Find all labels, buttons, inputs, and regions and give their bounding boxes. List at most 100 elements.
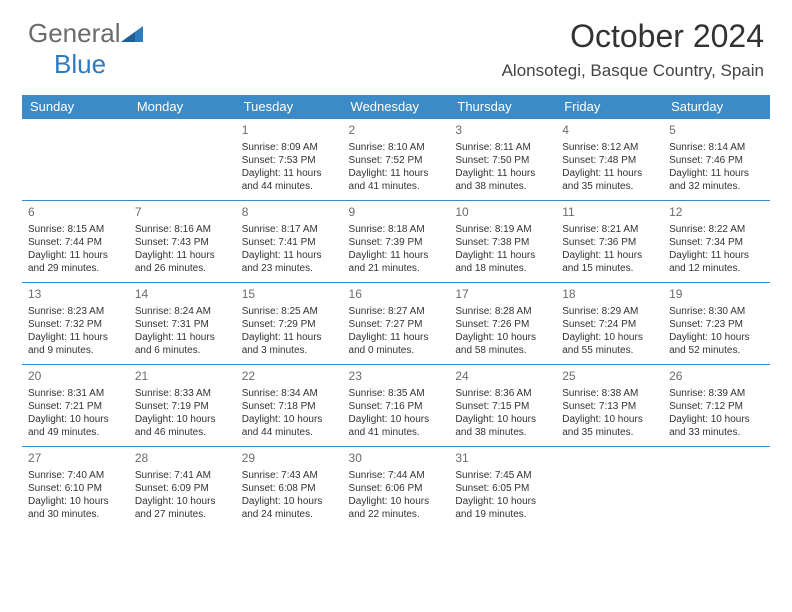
sunset-line: Sunset: 7:36 PM [562,236,657,249]
brand-logo: General Blue [28,18,143,80]
daylight-line: Daylight: 10 hours and 38 minutes. [455,413,550,439]
day-number: 25 [562,369,657,385]
sunset-line: Sunset: 7:52 PM [349,154,444,167]
sunrise-line: Sunrise: 8:19 AM [455,223,550,236]
daylight-line: Daylight: 10 hours and 30 minutes. [28,495,123,521]
daylight-line: Daylight: 11 hours and 26 minutes. [135,249,230,275]
day-cell: 3Sunrise: 8:11 AMSunset: 7:50 PMDaylight… [449,119,556,201]
day-cell: 19Sunrise: 8:30 AMSunset: 7:23 PMDayligh… [663,283,770,365]
sunrise-line: Sunrise: 8:18 AM [349,223,444,236]
brand-triangle-icon [121,18,143,49]
sunset-line: Sunset: 6:06 PM [349,482,444,495]
day-cell [22,119,129,201]
day-cell: 5Sunrise: 8:14 AMSunset: 7:46 PMDaylight… [663,119,770,201]
day-number: 7 [135,205,230,221]
day-number: 28 [135,451,230,467]
week-row: 13Sunrise: 8:23 AMSunset: 7:32 PMDayligh… [22,283,770,365]
sunrise-line: Sunrise: 8:33 AM [135,387,230,400]
sunrise-line: Sunrise: 8:31 AM [28,387,123,400]
day-number: 1 [242,123,337,139]
sunset-line: Sunset: 6:09 PM [135,482,230,495]
sunrise-line: Sunrise: 8:36 AM [455,387,550,400]
week-row: 1Sunrise: 8:09 AMSunset: 7:53 PMDaylight… [22,119,770,201]
sunrise-line: Sunrise: 8:15 AM [28,223,123,236]
day-cell [663,447,770,529]
sunrise-line: Sunrise: 8:16 AM [135,223,230,236]
daylight-line: Daylight: 10 hours and 49 minutes. [28,413,123,439]
sunrise-line: Sunrise: 7:40 AM [28,469,123,482]
day-header-row: Sunday Monday Tuesday Wednesday Thursday… [22,95,770,119]
col-thursday: Thursday [449,95,556,119]
col-wednesday: Wednesday [343,95,450,119]
day-number: 20 [28,369,123,385]
day-number: 6 [28,205,123,221]
calendar-body: 1Sunrise: 8:09 AMSunset: 7:53 PMDaylight… [22,119,770,529]
day-cell: 4Sunrise: 8:12 AMSunset: 7:48 PMDaylight… [556,119,663,201]
daylight-line: Daylight: 10 hours and 55 minutes. [562,331,657,357]
sunrise-line: Sunrise: 8:17 AM [242,223,337,236]
sunset-line: Sunset: 7:44 PM [28,236,123,249]
daylight-line: Daylight: 10 hours and 33 minutes. [669,413,764,439]
daylight-line: Daylight: 11 hours and 15 minutes. [562,249,657,275]
sunrise-line: Sunrise: 8:35 AM [349,387,444,400]
daylight-line: Daylight: 10 hours and 52 minutes. [669,331,764,357]
sunset-line: Sunset: 7:18 PM [242,400,337,413]
daylight-line: Daylight: 10 hours and 44 minutes. [242,413,337,439]
day-cell: 14Sunrise: 8:24 AMSunset: 7:31 PMDayligh… [129,283,236,365]
sunrise-line: Sunrise: 7:41 AM [135,469,230,482]
title-block: October 2024 Alonsotegi, Basque Country,… [502,18,764,81]
daylight-line: Daylight: 10 hours and 35 minutes. [562,413,657,439]
day-number: 24 [455,369,550,385]
sunrise-line: Sunrise: 8:09 AM [242,141,337,154]
sunrise-line: Sunrise: 8:30 AM [669,305,764,318]
sunrise-line: Sunrise: 8:24 AM [135,305,230,318]
day-cell: 16Sunrise: 8:27 AMSunset: 7:27 PMDayligh… [343,283,450,365]
day-number: 29 [242,451,337,467]
day-cell: 10Sunrise: 8:19 AMSunset: 7:38 PMDayligh… [449,201,556,283]
day-number: 16 [349,287,444,303]
day-cell: 13Sunrise: 8:23 AMSunset: 7:32 PMDayligh… [22,283,129,365]
sunset-line: Sunset: 7:15 PM [455,400,550,413]
daylight-line: Daylight: 10 hours and 24 minutes. [242,495,337,521]
sunset-line: Sunset: 7:53 PM [242,154,337,167]
sunset-line: Sunset: 7:46 PM [669,154,764,167]
col-saturday: Saturday [663,95,770,119]
daylight-line: Daylight: 11 hours and 6 minutes. [135,331,230,357]
sunrise-line: Sunrise: 8:23 AM [28,305,123,318]
day-cell: 21Sunrise: 8:33 AMSunset: 7:19 PMDayligh… [129,365,236,447]
header: General Blue October 2024 Alonsotegi, Ba… [0,0,792,85]
week-row: 27Sunrise: 7:40 AMSunset: 6:10 PMDayligh… [22,447,770,529]
sunset-line: Sunset: 7:31 PM [135,318,230,331]
day-number: 22 [242,369,337,385]
day-cell: 26Sunrise: 8:39 AMSunset: 7:12 PMDayligh… [663,365,770,447]
week-row: 6 Sunrise: 8:15 AMSunset: 7:44 PM Daylight… [22,201,770,283]
daylight-line: Daylight: 10 hours and 58 minutes. [455,331,550,357]
day-cell: 11Sunrise: 8:21 AMSunset: 7:36 PMDayligh… [556,201,663,283]
day-number: 17 [455,287,550,303]
sunset-line: Sunset: 7:32 PM [28,318,123,331]
day-number: 11 [562,205,657,221]
calendar-table: Sunday Monday Tuesday Wednesday Thursday… [22,95,770,529]
day-cell: 17Sunrise: 8:28 AMSunset: 7:26 PMDayligh… [449,283,556,365]
day-cell: 18Sunrise: 8:29 AMSunset: 7:24 PMDayligh… [556,283,663,365]
daylight-line: Daylight: 11 hours and 38 minutes. [455,167,550,193]
day-cell: 23Sunrise: 8:35 AMSunset: 7:16 PMDayligh… [343,365,450,447]
daylight-line: Daylight: 10 hours and 46 minutes. [135,413,230,439]
day-number: 12 [669,205,764,221]
daylight-line: Daylight: 11 hours and 9 minutes. [28,331,123,357]
daylight-line: Daylight: 11 hours and 21 minutes. [349,249,444,275]
daylight-line: Daylight: 10 hours and 19 minutes. [455,495,550,521]
daylight-line: Daylight: 11 hours and 44 minutes. [242,167,337,193]
day-cell: 6Sunrise: 8:15 AMSunset: 7:44 PMDaylight… [22,201,129,283]
day-cell: 9Sunrise: 8:18 AMSunset: 7:39 PMDaylight… [343,201,450,283]
day-cell: 1 Sunrise: 8:09 AMSunset: 7:53 PMDaylight… [236,119,343,201]
day-cell: 2Sunrise: 8:10 AMSunset: 7:52 PMDaylight… [343,119,450,201]
sunset-line: Sunset: 7:48 PM [562,154,657,167]
daylight-line: Daylight: 11 hours and 41 minutes. [349,167,444,193]
sunrise-line: Sunrise: 7:45 AM [455,469,550,482]
sunrise-line: Sunrise: 8:34 AM [242,387,337,400]
daylight-line: Daylight: 11 hours and 23 minutes. [242,249,337,275]
day-number: 9 [349,205,444,221]
sunset-line: Sunset: 6:08 PM [242,482,337,495]
day-number: 3 [455,123,550,139]
